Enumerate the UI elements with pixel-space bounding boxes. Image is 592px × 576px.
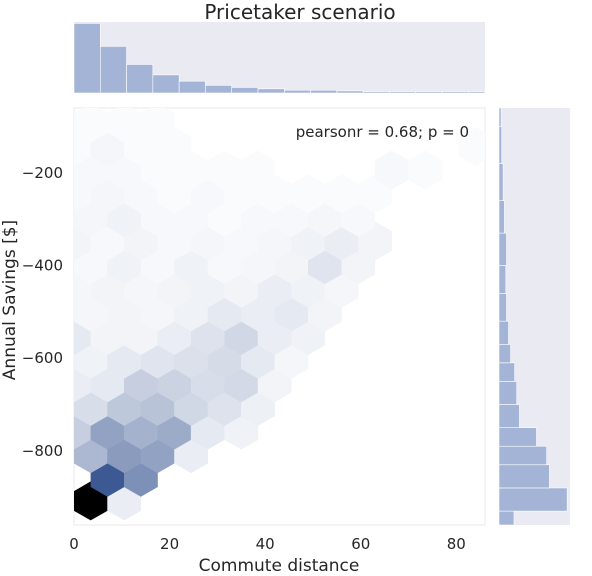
y-tick-labels: −200 −400 −600 −800 — [22, 164, 63, 460]
hexbin-cell — [140, 108, 175, 143]
marginal-y-bar — [498, 427, 537, 447]
hexbin-cell — [107, 108, 142, 143]
marginal-x-bar — [441, 91, 469, 94]
marginal-y-bar — [498, 381, 518, 405]
marginal-y-bar — [498, 265, 507, 294]
x-tick-labels: 0 20 40 60 80 — [69, 535, 466, 553]
marginal-y-bar — [498, 293, 507, 322]
y-tick-label: −400 — [22, 257, 63, 275]
marginal-x-histogram — [73, 23, 486, 94]
marginal-x-bar — [205, 85, 233, 94]
marginal-x-bar — [467, 91, 486, 94]
marginal-x-bar — [415, 91, 443, 94]
marginal-x-bar — [389, 91, 417, 94]
marginal-y-bar — [498, 320, 509, 345]
marginal-x-bar — [283, 89, 311, 94]
x-axis-label: Commute distance — [199, 556, 360, 576]
x-tick-label: 80 — [447, 535, 466, 553]
marginal-x-bar — [336, 90, 364, 94]
marginal-y-bar — [498, 163, 504, 201]
hexbin-cell — [408, 150, 443, 190]
marginal-x-bar — [257, 88, 285, 94]
marginal-x-bar — [178, 80, 206, 94]
hexbin-cell — [458, 127, 485, 166]
hexbin-cell — [207, 150, 242, 190]
marginal-x-bar — [362, 91, 390, 94]
marginal-y-bar — [498, 464, 550, 489]
x-tick-label: 0 — [69, 535, 79, 553]
y-tick-label: −800 — [22, 442, 63, 460]
y-tick-label: −200 — [22, 164, 63, 182]
marginal-y-bar — [498, 487, 568, 512]
marginal-y-bar — [498, 126, 503, 164]
marginal-y-bar — [498, 107, 502, 127]
marginal-y-bar — [498, 362, 515, 382]
marginal-y-bar — [498, 445, 548, 466]
hexbin-cells — [74, 108, 485, 521]
x-tick-label: 40 — [256, 535, 275, 553]
marginal-y-bar — [498, 200, 505, 234]
x-tick-label: 60 — [351, 535, 370, 553]
marginal-x-bar — [99, 46, 127, 94]
marginal-x-bar — [231, 87, 259, 94]
hexbin-cell — [74, 108, 108, 143]
x-tick-label: 20 — [160, 535, 179, 553]
marginal-y-bar — [498, 510, 515, 526]
hexbin-cell — [241, 150, 275, 190]
marginal-y-bar — [498, 343, 511, 364]
marginal-y-bar — [498, 404, 520, 428]
y-axis-label: Annual Savings [$] — [0, 220, 20, 380]
marginal-x-bar — [310, 89, 338, 94]
marginal-x-bar — [152, 74, 180, 94]
hexbin-cell — [324, 174, 359, 214]
hexbin-cell — [291, 174, 326, 214]
chart-title: Pricetaker scenario — [204, 0, 395, 24]
y-tick-label: −600 — [22, 349, 63, 367]
marginal-x-bar — [126, 64, 154, 94]
correlation-annotation: pearsonr = 0.68; p = 0 — [296, 123, 469, 141]
marginal-x-bar — [73, 23, 101, 94]
marginal-y-histogram — [498, 107, 568, 526]
hexbin-cell — [374, 150, 409, 190]
marginal-y-bar — [498, 232, 507, 266]
